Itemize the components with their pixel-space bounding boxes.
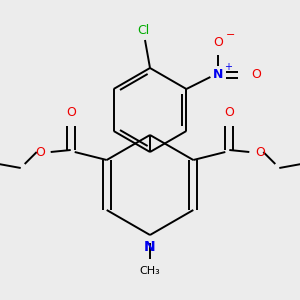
Text: Cl: Cl (137, 23, 149, 37)
Text: CH₃: CH₃ (140, 266, 160, 276)
Text: O: O (213, 37, 223, 50)
Text: −: − (226, 30, 235, 40)
Text: N: N (213, 68, 224, 82)
Text: +: + (224, 62, 232, 72)
Text: O: O (255, 146, 265, 158)
Text: O: O (66, 106, 76, 119)
Text: N: N (144, 240, 156, 254)
Text: O: O (224, 106, 234, 119)
Text: O: O (35, 146, 45, 158)
Text: O: O (251, 68, 261, 82)
